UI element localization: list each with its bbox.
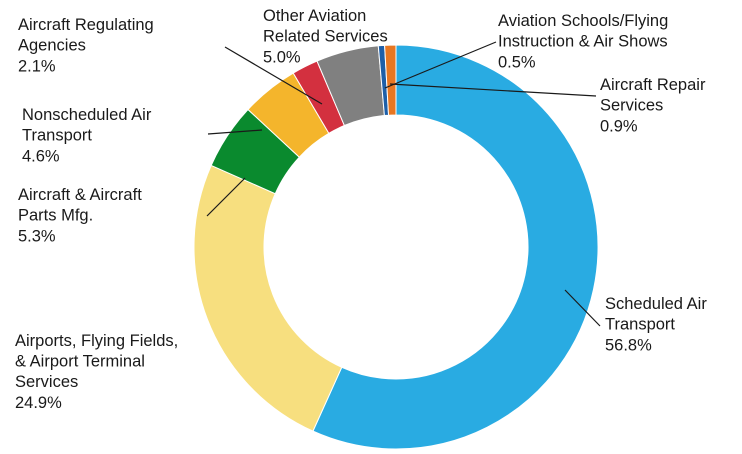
donut-segment: [312, 44, 599, 450]
value-label: 0.5%: [498, 53, 536, 71]
category-label: Airports, Flying Fields, & Airport Termi…: [15, 332, 183, 391]
value-label: 5.3%: [18, 227, 56, 245]
category-label: Aircraft Repair Services: [600, 76, 710, 115]
leader-line: [224, 46, 323, 105]
value-label: 24.9%: [15, 394, 62, 412]
value-label: 2.1%: [18, 57, 56, 75]
value-label: 0.9%: [600, 117, 638, 135]
category-label: Scheduled Air Transport: [605, 295, 711, 334]
leader-line: [564, 289, 601, 327]
category-label: Nonscheduled Air Transport: [22, 106, 156, 145]
leader-line: [206, 177, 246, 217]
leader-line: [389, 83, 597, 97]
value-label: 5.0%: [263, 48, 301, 66]
value-label: 4.6%: [22, 147, 60, 165]
leader-line: [207, 129, 263, 135]
category-label: Other Aviation Related Services: [263, 7, 388, 46]
category-label: Aircraft & Aircraft Parts Mfg.: [18, 186, 146, 225]
value-label: 56.8%: [605, 336, 652, 354]
category-label: Aviation Schools/Flying Instruction & Ai…: [498, 12, 673, 51]
category-label: Aircraft Regulating Agencies: [18, 16, 158, 55]
donut-segment: [384, 44, 397, 116]
donut-segment: [193, 164, 343, 432]
leader-line: [384, 41, 497, 89]
